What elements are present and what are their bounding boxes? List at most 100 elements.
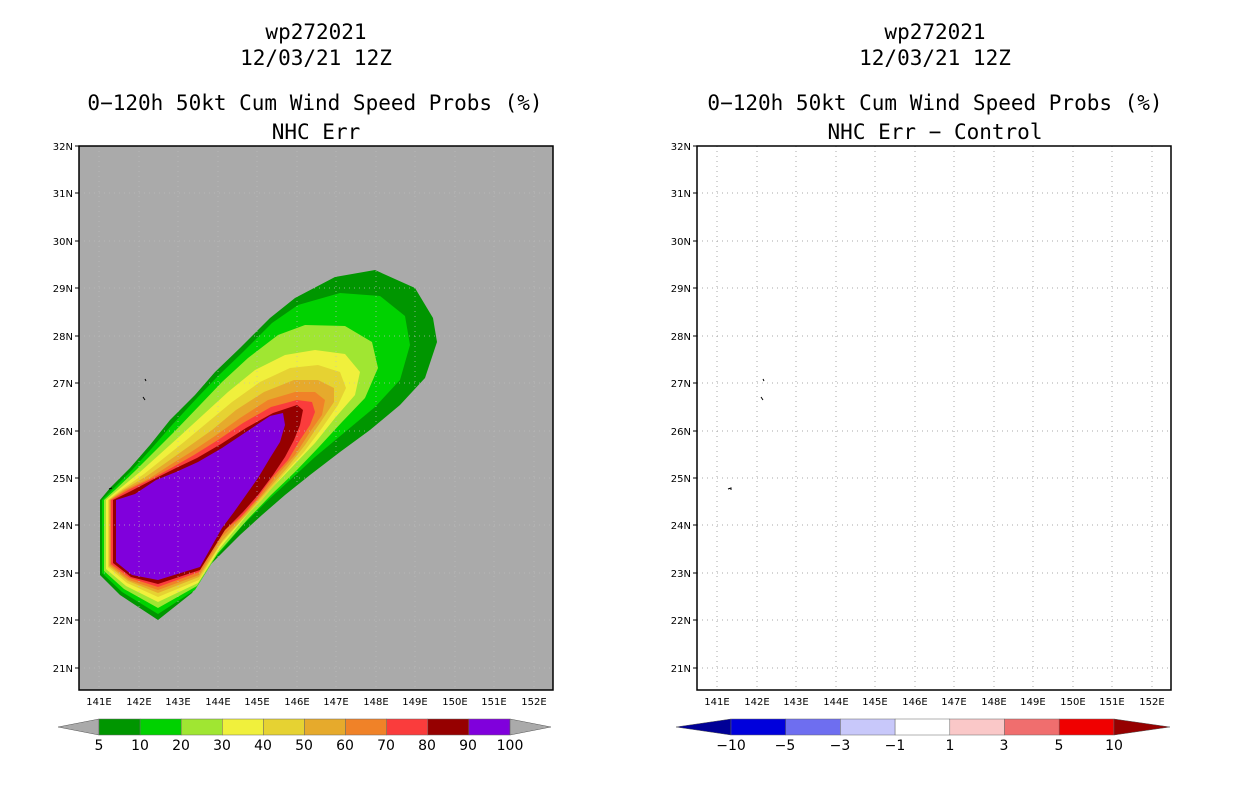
colorbar-label: 60 [336, 738, 354, 754]
lat-label: 27N [53, 379, 73, 390]
lat-label: 31N [53, 189, 73, 200]
lat-label: 29N [671, 284, 691, 295]
right-lat-labels: 32N 31N 30N 29N 28N 27N 26N 25N 24N 23N … [671, 142, 691, 675]
lon-label: 145E [244, 697, 269, 708]
lat-label: 23N [53, 569, 73, 580]
lon-label: 150E [442, 697, 467, 708]
colorbar-cell [1058, 718, 1115, 736]
lat-label: 23N [671, 569, 691, 580]
colorbar-cell [427, 718, 470, 736]
colorbar-cell [222, 718, 264, 736]
lon-label: 152E [1139, 697, 1164, 708]
lat-label: 31N [671, 189, 691, 200]
colorbar-cell [263, 718, 305, 736]
colorbar-cell [894, 718, 951, 736]
lat-label: 30N [53, 237, 73, 248]
colorbar-cell [468, 718, 511, 736]
right-map-panel: 32N 31N 30N 29N 28N 27N 26N 25N 24N 23N … [671, 142, 1172, 708]
lon-label: 144E [823, 697, 848, 708]
right-lon-labels: 141E 142E 143E 144E 145E 146E 147E 148E … [704, 697, 1164, 708]
lon-label: 147E [941, 697, 966, 708]
left-lat-labels: 32N 31N 30N 29N 28N 27N 26N 25N 24N 23N … [53, 142, 73, 675]
left-colorbar-low-arrow [57, 718, 100, 736]
colorbar-cell [949, 718, 1005, 736]
lat-label: 24N [53, 521, 73, 532]
colorbar-cell [180, 718, 223, 736]
lat-label: 25N [671, 474, 691, 485]
right-colorbar: −10 −5 −3 −1 1 3 5 10 [675, 718, 1171, 754]
right-colorbar-high-arrow [1113, 718, 1171, 736]
lat-label: 26N [53, 427, 73, 438]
lat-label: 30N [671, 237, 691, 248]
lat-label: 25N [53, 474, 73, 485]
lat-label: 22N [53, 616, 73, 627]
colorbar-cell [840, 718, 896, 736]
lon-label: 143E [165, 697, 190, 708]
colorbar-label: 100 [497, 738, 524, 754]
lon-label: 149E [1020, 697, 1045, 708]
left-map-panel: 32N 31N 30N 29N 28N 27N 26N 25N 24N 23N … [53, 142, 554, 708]
colorbar-label: 5 [1055, 738, 1064, 754]
colorbar-cell [345, 718, 387, 736]
lon-label: 148E [981, 697, 1006, 708]
lon-label: 142E [744, 697, 769, 708]
colorbar-label: −5 [775, 738, 796, 754]
colorbar-label: 3 [1000, 738, 1009, 754]
right-storm-id: wp272021 [884, 20, 986, 44]
colorbar-label: 10 [131, 738, 149, 754]
left-subtitle: NHC Err [271, 120, 361, 144]
lon-label: 148E [363, 697, 388, 708]
right-grid [697, 146, 1171, 690]
right-colorbar-low-arrow [675, 718, 732, 736]
left-map-frame [78, 145, 554, 691]
left-colorbar: 5 10 20 30 40 50 60 70 80 90 100 [57, 718, 552, 754]
colorbar-label: 90 [459, 738, 477, 754]
lat-label: 28N [671, 332, 691, 343]
lat-label: 24N [671, 521, 691, 532]
left-lon-labels: 141E 142E 143E 144E 145E 146E 147E 148E … [86, 697, 546, 708]
left-datetime: 12/03/21 12Z [240, 46, 392, 70]
colorbar-label: 80 [418, 738, 436, 754]
colorbar-label: −10 [716, 738, 746, 754]
lon-label: 151E [1099, 697, 1124, 708]
right-subtitle: NHC Err − Control [827, 120, 1043, 144]
colorbar-label: 50 [295, 738, 313, 754]
colorbar-label: 10 [1105, 738, 1123, 754]
lon-label: 150E [1060, 697, 1085, 708]
right-map-background [697, 146, 1171, 690]
lat-label: 29N [53, 284, 73, 295]
lon-label: 147E [323, 697, 348, 708]
contour-90 [116, 413, 285, 580]
lon-label: 141E [704, 697, 729, 708]
colorbar-cell [304, 718, 346, 736]
colorbar-cell [98, 718, 141, 736]
lat-label: 26N [671, 427, 691, 438]
colorbar-label: 40 [254, 738, 272, 754]
colorbar-label: −1 [885, 738, 906, 754]
colorbar-label: 1 [946, 738, 955, 754]
colorbar-label: 30 [213, 738, 231, 754]
colorbar-label: 5 [95, 738, 104, 754]
lat-label: 27N [671, 379, 691, 390]
left-ticks [75, 145, 79, 669]
colorbar-cell [785, 718, 841, 736]
lat-label: 21N [671, 664, 691, 675]
right-islands [727, 378, 765, 490]
lon-label: 142E [126, 697, 151, 708]
left-probability-contours [100, 270, 437, 620]
left-grid [79, 146, 553, 690]
lon-label: 144E [205, 697, 230, 708]
lon-label: 149E [402, 697, 427, 708]
left-storm-id: wp272021 [265, 20, 367, 44]
colorbar-label: 20 [172, 738, 190, 754]
lat-label: 28N [53, 332, 73, 343]
lat-label: 21N [53, 664, 73, 675]
lon-label: 143E [783, 697, 808, 708]
lon-label: 146E [284, 697, 309, 708]
left-islands [108, 378, 147, 490]
colorbar-cell [1004, 718, 1060, 736]
colorbar-cell [730, 718, 786, 736]
lon-label: 151E [481, 697, 506, 708]
lon-label: 146E [902, 697, 927, 708]
right-datetime: 12/03/21 12Z [859, 46, 1011, 70]
